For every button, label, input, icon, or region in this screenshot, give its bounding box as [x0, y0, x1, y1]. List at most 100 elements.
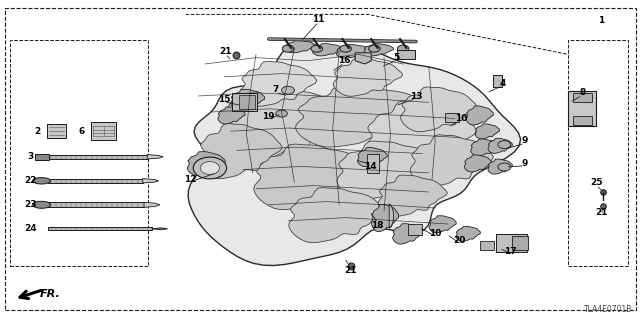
Ellipse shape	[498, 140, 511, 148]
Text: 25: 25	[590, 178, 603, 187]
Bar	[239, 95, 255, 109]
Polygon shape	[336, 44, 370, 58]
Polygon shape	[289, 188, 386, 243]
Bar	[568, 91, 596, 126]
Polygon shape	[410, 135, 493, 187]
Polygon shape	[218, 84, 343, 161]
Polygon shape	[187, 152, 225, 175]
Text: 1: 1	[598, 16, 605, 25]
Polygon shape	[392, 224, 422, 244]
Text: 10: 10	[454, 114, 467, 123]
Polygon shape	[470, 139, 498, 156]
Bar	[480, 241, 494, 250]
Text: 6: 6	[79, 127, 85, 136]
Polygon shape	[475, 124, 500, 139]
Text: 21: 21	[595, 208, 608, 217]
Ellipse shape	[397, 45, 409, 52]
Polygon shape	[230, 89, 265, 110]
Polygon shape	[218, 107, 245, 124]
Polygon shape	[188, 44, 520, 266]
Bar	[397, 50, 415, 59]
Ellipse shape	[282, 86, 294, 94]
Polygon shape	[199, 124, 282, 179]
Text: 21: 21	[219, 47, 232, 56]
Polygon shape	[144, 202, 160, 207]
Polygon shape	[488, 138, 513, 153]
Ellipse shape	[340, 45, 351, 52]
Text: 15: 15	[218, 95, 230, 104]
Text: 2: 2	[34, 127, 40, 136]
Bar	[573, 116, 592, 125]
Polygon shape	[378, 175, 447, 216]
Polygon shape	[296, 85, 434, 147]
Text: 17: 17	[504, 247, 517, 256]
Text: 10: 10	[429, 229, 442, 238]
Ellipse shape	[193, 157, 227, 179]
Bar	[496, 234, 527, 252]
Text: 18: 18	[371, 221, 384, 230]
Polygon shape	[364, 44, 394, 56]
Text: 11: 11	[312, 15, 325, 24]
Text: 21: 21	[344, 266, 357, 275]
Bar	[408, 224, 422, 235]
Ellipse shape	[200, 162, 220, 174]
Ellipse shape	[276, 110, 287, 117]
Polygon shape	[456, 226, 481, 241]
Polygon shape	[401, 87, 477, 132]
Bar	[35, 154, 49, 160]
Text: FR.: FR.	[40, 289, 60, 299]
Bar	[512, 236, 528, 250]
Ellipse shape	[33, 201, 51, 208]
Polygon shape	[147, 155, 163, 159]
Polygon shape	[466, 106, 493, 125]
Bar	[573, 93, 592, 102]
Polygon shape	[285, 40, 316, 53]
Polygon shape	[355, 53, 371, 64]
Text: 7: 7	[272, 85, 278, 94]
Text: 20: 20	[453, 236, 466, 245]
Polygon shape	[333, 58, 403, 96]
Polygon shape	[357, 148, 387, 167]
Text: 14: 14	[364, 162, 376, 171]
Polygon shape	[464, 155, 492, 172]
Text: 9: 9	[522, 159, 528, 168]
Polygon shape	[152, 228, 168, 230]
Bar	[91, 122, 116, 140]
Polygon shape	[365, 101, 476, 170]
Bar	[493, 75, 502, 87]
Polygon shape	[143, 179, 159, 183]
Bar	[232, 93, 257, 111]
Ellipse shape	[282, 45, 294, 52]
Polygon shape	[429, 216, 456, 233]
Ellipse shape	[33, 178, 51, 184]
Text: 23: 23	[24, 200, 37, 209]
Text: 16: 16	[338, 56, 351, 65]
Polygon shape	[371, 204, 399, 232]
Text: 13: 13	[410, 92, 422, 100]
Text: 12: 12	[184, 175, 197, 184]
Polygon shape	[488, 159, 513, 174]
Bar	[367, 154, 379, 173]
Text: 5: 5	[394, 53, 400, 62]
Bar	[48, 202, 144, 207]
Ellipse shape	[369, 45, 380, 52]
Text: TLA4E0701B: TLA4E0701B	[584, 305, 632, 314]
Text: 9: 9	[522, 136, 528, 145]
Text: 8: 8	[579, 88, 586, 97]
Text: 3: 3	[28, 152, 34, 161]
Text: 22: 22	[24, 176, 37, 185]
Polygon shape	[337, 141, 441, 200]
Bar	[445, 113, 459, 122]
Polygon shape	[253, 144, 371, 210]
Bar	[48, 179, 143, 183]
Text: 4: 4	[499, 79, 506, 88]
Bar	[47, 124, 66, 138]
Bar	[48, 155, 147, 159]
Ellipse shape	[498, 163, 511, 171]
Polygon shape	[241, 61, 317, 106]
Bar	[48, 227, 152, 230]
Text: 19: 19	[262, 112, 275, 121]
Text: 24: 24	[24, 224, 37, 233]
Ellipse shape	[311, 45, 323, 52]
Polygon shape	[312, 44, 342, 56]
